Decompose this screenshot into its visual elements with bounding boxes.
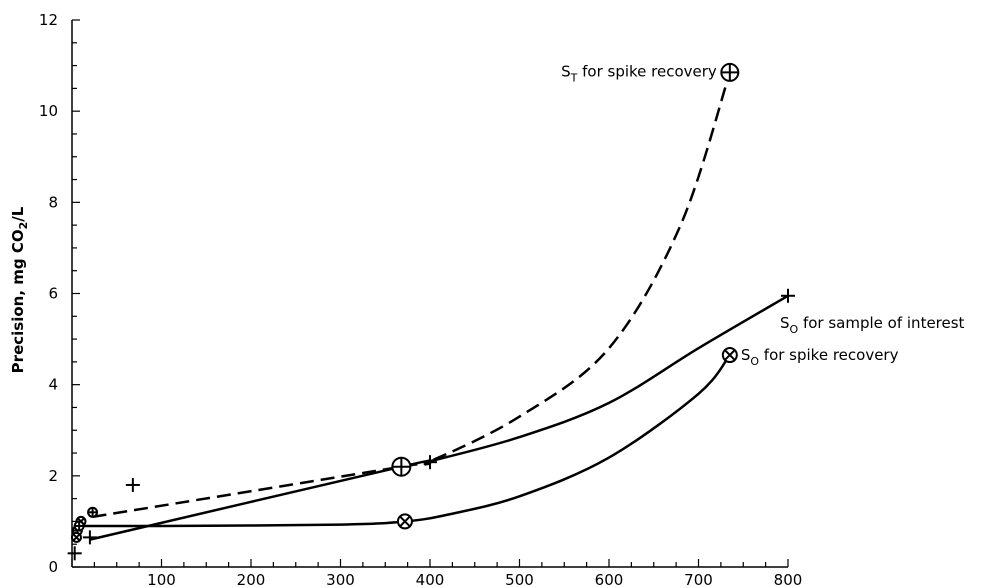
annotation-sub: O [790, 323, 799, 336]
annotation-main: S [561, 62, 571, 80]
x-tick-label: 800 [774, 571, 803, 588]
tick-marks [71, 19, 789, 568]
annotation-text: for spike recovery [577, 62, 717, 80]
marker-so_spike [396, 513, 413, 530]
y-axis-label-tail: /L [9, 206, 27, 221]
x-tick-label: 300 [326, 571, 355, 588]
cluster-marker [87, 506, 99, 518]
marker-st_spike [391, 456, 412, 477]
cluster-marker [73, 520, 85, 532]
annotation-text: for sample of interest [798, 314, 964, 332]
annotation-main: S [741, 346, 751, 364]
annotation-main: S [780, 314, 790, 332]
annotation-so_sample_label: SO for sample of interest [780, 314, 965, 336]
y-axis-label: Precision, mg CO2/L [9, 206, 30, 373]
marker-so_sample [125, 477, 140, 492]
x-stroke-b [72, 533, 81, 542]
x-tick-label: 400 [416, 571, 445, 588]
annotation-so_spike_label: SO for spike recovery [741, 346, 899, 368]
cluster-marker [70, 531, 82, 543]
marker-so_spike [721, 347, 738, 364]
y-tick-label: 12 [39, 11, 58, 29]
axes [71, 20, 788, 568]
series-markers [67, 62, 795, 561]
x-tick-label: 700 [684, 571, 713, 588]
y-tick-label: 4 [48, 376, 58, 394]
marker-so_sample [423, 455, 437, 470]
annotation-sub: O [750, 355, 759, 368]
series-line-so_spike [74, 354, 731, 528]
x-tick-label: 100 [147, 571, 176, 588]
y-tick-label: 10 [39, 102, 58, 120]
x-stroke-b [724, 349, 736, 361]
tick-labels: 100 200 300 400 500 600 700 800 0 2 4 6 8 10 12 [39, 11, 802, 588]
series-lines [74, 72, 789, 541]
y-tick-label: 0 [48, 558, 58, 576]
marker-st_spike [720, 62, 740, 82]
marker-so_sample [82, 530, 97, 545]
annotation-sub: T [570, 71, 578, 84]
annotation-st_label: ST for spike recovery [561, 62, 717, 84]
marker-so_sample [67, 546, 82, 561]
x-tick-label: 600 [595, 571, 624, 588]
x-tick-label: 200 [237, 571, 266, 588]
y-tick-label: 2 [48, 467, 58, 485]
y-tick-label: 6 [48, 285, 58, 303]
annotation-text: for spike recovery [759, 346, 899, 364]
marker-so_sample [781, 288, 795, 303]
y-axis-label-main: Precision, mg CO [9, 229, 27, 373]
x-stroke-b [399, 515, 411, 528]
series-line-so_sample [89, 294, 789, 541]
x-tick-label: 500 [505, 571, 534, 588]
y-axis-label-sub: 2 [17, 222, 30, 230]
series-line-st_spike [92, 72, 731, 519]
y-tick-label: 8 [48, 193, 58, 211]
